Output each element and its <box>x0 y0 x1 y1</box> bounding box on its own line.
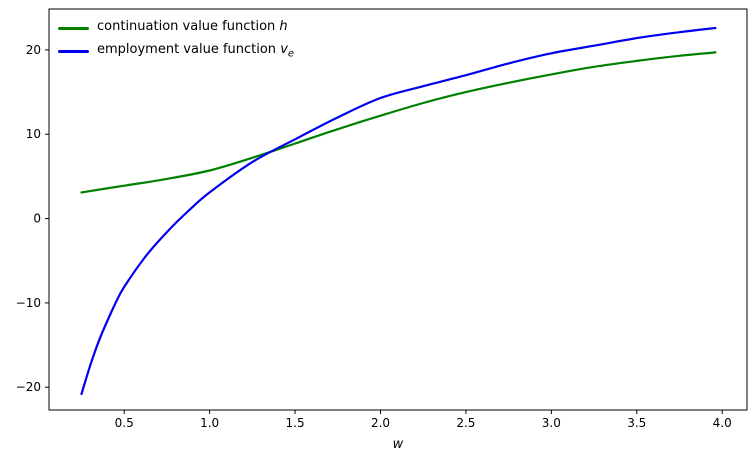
x-tick-label: 2.5 <box>456 416 475 430</box>
axes-spines <box>48 8 748 411</box>
x-tick-label: 0.5 <box>115 416 134 430</box>
x-tick-label: 3.0 <box>542 416 561 430</box>
legend-label-subscript: e <box>287 48 295 60</box>
legend-line-swatch-blue <box>58 50 89 53</box>
legend-label-text: employment value function <box>97 42 281 58</box>
legend: continuation value function h employment… <box>58 17 294 63</box>
legend-label-symbol: h <box>279 19 288 35</box>
legend-label-continuation-value: continuation value function h <box>97 20 288 37</box>
legend-label-text: continuation value function <box>97 19 280 35</box>
y-tick-label: −10 <box>16 296 41 310</box>
x-tick-label: 1.5 <box>286 416 305 430</box>
legend-item-employment-value: employment value function ve <box>58 40 294 63</box>
curve-employment-value-ve <box>80 26 717 396</box>
x-tick-label: 2.0 <box>371 416 390 430</box>
y-tick-label: −20 <box>16 380 41 394</box>
legend-label-employment-value: employment value function ve <box>97 43 294 60</box>
x-tick-label: 4.0 <box>713 416 732 430</box>
y-tick-label: 0 <box>33 212 41 226</box>
curve-continuation-value-h <box>80 51 717 194</box>
legend-label-symbol: v <box>280 42 288 58</box>
y-tick-label: 10 <box>26 127 41 141</box>
x-tick-label: 3.5 <box>627 416 646 430</box>
x-axis-label: w <box>393 437 404 452</box>
legend-item-continuation-value: continuation value function h <box>58 17 294 40</box>
x-tick-label: 1.0 <box>200 416 219 430</box>
y-tick-label: 20 <box>26 43 41 57</box>
legend-line-swatch-green <box>58 27 89 30</box>
